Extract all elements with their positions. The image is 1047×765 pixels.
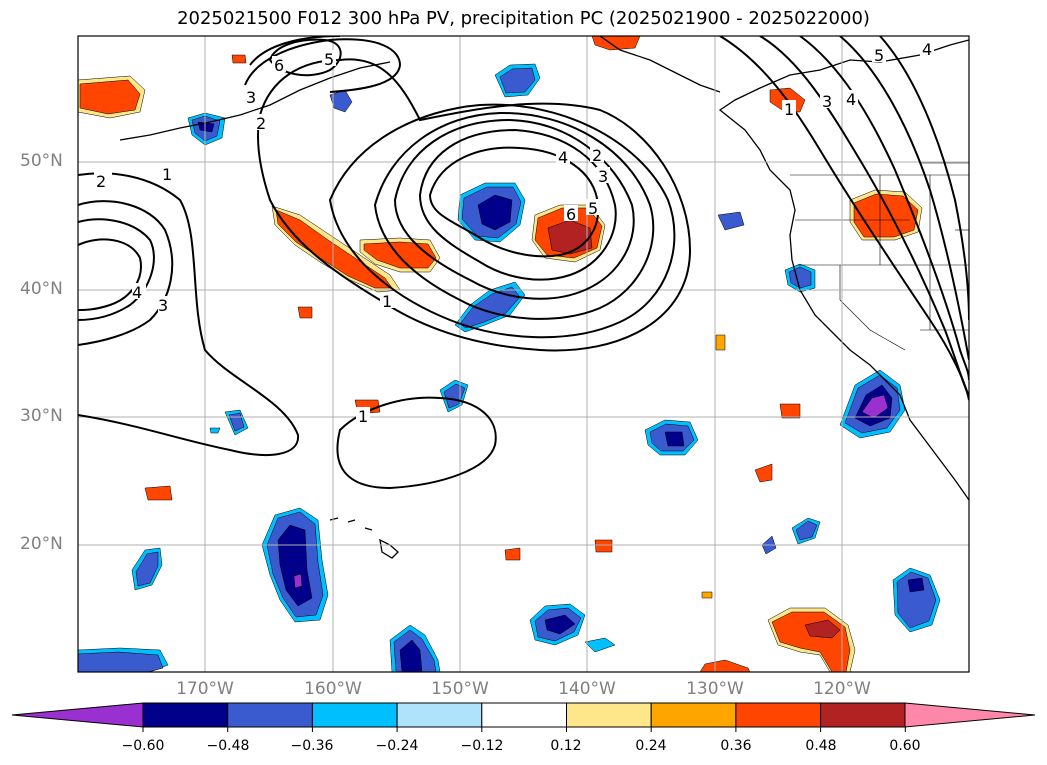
contour-2-central bbox=[328, 103, 676, 339]
contour-label: 5 bbox=[324, 50, 334, 69]
contour-label: 3 bbox=[158, 296, 168, 315]
map-title: 2025021500 F012 300 hPa PV, precipitatio… bbox=[177, 8, 870, 29]
contour-east-5 bbox=[879, 36, 969, 321]
lon-label: 150°W bbox=[431, 679, 489, 699]
lat-label: 40°N bbox=[20, 279, 63, 299]
map-content: 2 1 3 4 1 1 3 2 6 5 4 2 3 5 bbox=[78, 36, 969, 672]
colorbar-tick-label: −0.36 bbox=[290, 738, 334, 754]
colorbar-extend-high bbox=[904, 702, 1036, 728]
contour-label: 1 bbox=[382, 292, 392, 311]
contour-south-1 bbox=[336, 396, 497, 490]
colorbar-segment bbox=[311, 702, 398, 728]
colorbar-tick-label: −0.48 bbox=[206, 738, 250, 754]
contour-label: 2 bbox=[592, 146, 602, 165]
contour-labels: 2 1 3 4 1 1 3 2 6 5 4 2 3 5 bbox=[94, 40, 934, 426]
lat-label: 20°N bbox=[20, 534, 63, 554]
alaska-coast bbox=[599, 36, 721, 93]
colorbar-tick-label: −0.12 bbox=[460, 738, 504, 754]
map-frame bbox=[77, 35, 970, 673]
lon-label: 140°W bbox=[558, 679, 616, 699]
contour-label: 5 bbox=[588, 199, 598, 218]
colorbar-segment bbox=[142, 702, 229, 728]
contour-label: 4 bbox=[558, 148, 568, 167]
colorbar-segment bbox=[650, 702, 737, 728]
contour-1-central bbox=[257, 58, 692, 352]
colorbar bbox=[11, 702, 1036, 732]
lat-label: 30°N bbox=[20, 406, 63, 426]
contour-label: 4 bbox=[922, 40, 932, 59]
contour-label: 3 bbox=[246, 88, 256, 107]
contour-west-2 bbox=[78, 200, 174, 346]
gridlines bbox=[78, 36, 969, 672]
contour-west-1 bbox=[78, 172, 300, 456]
coastlines bbox=[119, 36, 969, 559]
contour-east-4 bbox=[839, 36, 969, 361]
contour-label: 1 bbox=[358, 407, 368, 426]
lon-label: 130°W bbox=[686, 679, 744, 699]
colorbar-segment bbox=[820, 702, 906, 728]
colorbar-segment bbox=[481, 702, 567, 728]
colorbar-tick-label: 0.12 bbox=[550, 738, 582, 754]
contour-3-central bbox=[373, 111, 655, 320]
colorbar-segment bbox=[566, 702, 652, 728]
contour-label: 4 bbox=[846, 90, 856, 109]
colorbar-tick-label: 0.60 bbox=[889, 738, 921, 754]
contour-label: 4 bbox=[132, 283, 142, 302]
colorbar-extend-low bbox=[11, 702, 144, 728]
pv-contours bbox=[78, 36, 969, 490]
north-america-coast bbox=[718, 39, 969, 501]
contour-4-central bbox=[393, 118, 635, 300]
lon-label: 170°W bbox=[176, 679, 234, 699]
colorbar-segment bbox=[735, 702, 822, 728]
contour-north-3 bbox=[268, 38, 342, 77]
state-borders bbox=[790, 162, 969, 351]
contour-label: 6 bbox=[566, 205, 576, 224]
contour-label: 1 bbox=[162, 165, 172, 184]
contour-west-3 bbox=[78, 218, 155, 321]
contour-east-2 bbox=[759, 36, 969, 396]
lon-label: 120°W bbox=[813, 679, 871, 699]
aleutian-islands bbox=[119, 61, 391, 141]
contour-label: 5 bbox=[874, 46, 884, 65]
contour-5-central bbox=[418, 128, 617, 281]
contour-east-1 bbox=[719, 36, 969, 401]
contour-label: 3 bbox=[822, 92, 832, 111]
lat-label: 50°N bbox=[20, 151, 63, 171]
contour-label: 2 bbox=[96, 172, 106, 191]
contour-label: 2 bbox=[256, 114, 266, 133]
colorbar-tick-label: 0.24 bbox=[635, 738, 667, 754]
hawaii-islands bbox=[329, 517, 399, 559]
colorbar-tick-label: 0.48 bbox=[805, 738, 837, 754]
contour-label: 6 bbox=[274, 56, 284, 75]
contour-label: 3 bbox=[598, 167, 608, 186]
colorbar-segment bbox=[396, 702, 483, 728]
colorbar-tick-label: −0.24 bbox=[375, 738, 419, 754]
lon-label: 160°W bbox=[304, 679, 362, 699]
contour-6-central bbox=[428, 146, 600, 258]
contour-east-3 bbox=[799, 36, 969, 381]
colorbar-tick-label: −0.60 bbox=[121, 738, 165, 754]
colorbar-tick-label: 0.36 bbox=[720, 738, 752, 754]
colorbar-segment bbox=[227, 702, 313, 728]
precip-negative bbox=[78, 63, 941, 672]
contour-label: 1 bbox=[784, 100, 794, 119]
